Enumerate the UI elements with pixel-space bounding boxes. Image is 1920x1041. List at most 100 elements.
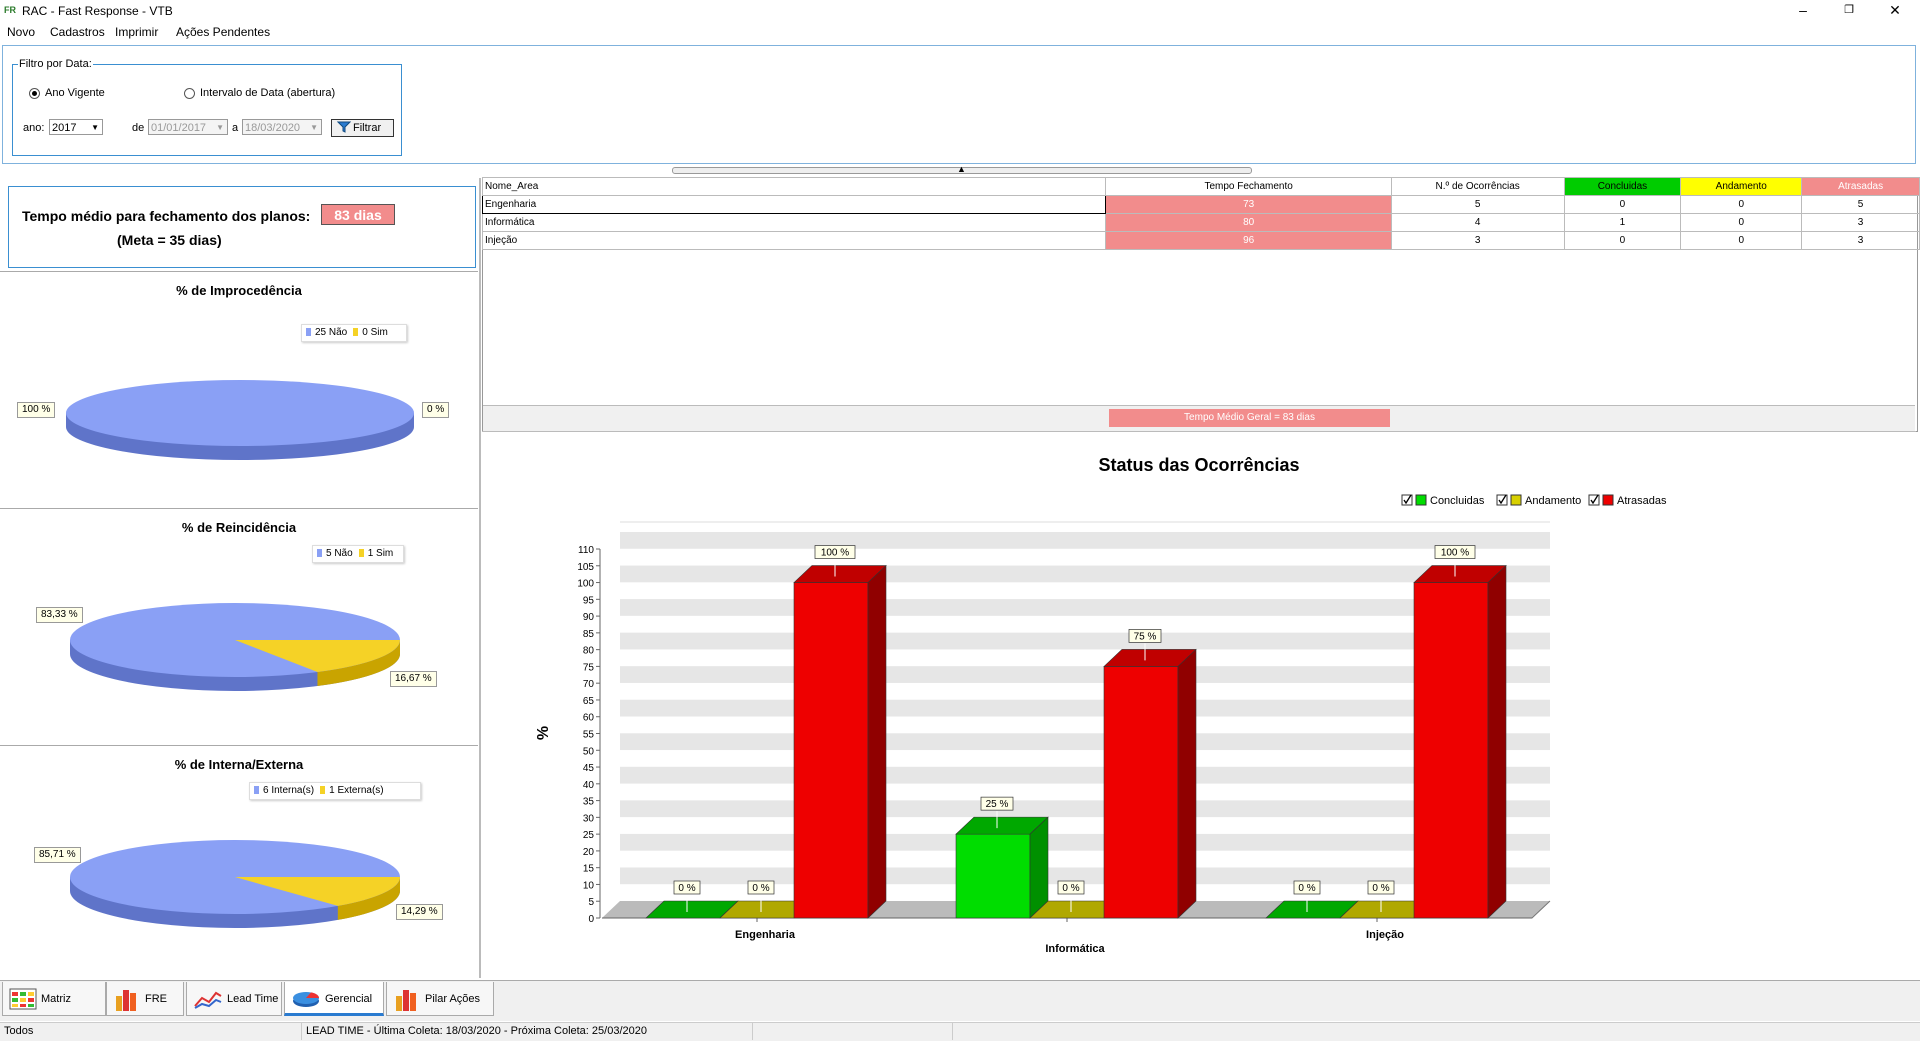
cell-time[interactable]: 80 — [1105, 213, 1392, 232]
tab-gerencial[interactable]: Gerencial — [284, 982, 384, 1016]
table-row[interactable]: Injeção 96 3 0 0 3 — [481, 231, 1920, 250]
cell-done[interactable]: 0 — [1563, 195, 1682, 214]
column-header[interactable]: Andamento — [1680, 177, 1803, 196]
general-average-label: Tempo Médio Geral = 83 dias — [1109, 409, 1390, 427]
bar — [1103, 666, 1179, 919]
y-tick-label: 75 — [583, 662, 595, 673]
area-table[interactable]: Nome_Area Tempo Fechamento N.º de Ocorrê… — [481, 177, 1920, 250]
tab-fre[interactable]: FRE — [106, 982, 184, 1016]
filter-button[interactable]: Filtrar — [331, 119, 394, 137]
y-tick-label: 15 — [583, 864, 595, 875]
column-header[interactable]: N.º de Ocorrências — [1390, 177, 1565, 196]
funnel-icon — [336, 121, 352, 133]
cell-area[interactable]: Engenharia — [481, 195, 1107, 214]
tab-matriz[interactable]: Matriz — [2, 982, 106, 1016]
average-time-label: Tempo médio para fechamento dos planos: — [22, 208, 311, 224]
from-date-value: 01/01/2017 — [151, 122, 207, 134]
data-label-box — [814, 545, 856, 559]
grid-stripe — [620, 766, 1550, 784]
table-row[interactable]: Engenharia 73 5 0 0 5 — [481, 195, 1920, 214]
table-row[interactable]: Informática 80 4 1 0 3 — [481, 213, 1920, 232]
pie-label-nao: 100 % — [17, 402, 56, 418]
bar — [955, 833, 1031, 919]
restore-button[interactable]: ❐ — [1844, 4, 1854, 16]
column-header[interactable]: Nome_Area — [481, 177, 1107, 196]
cell-count[interactable]: 4 — [1390, 213, 1565, 232]
legend-swatch — [317, 549, 322, 557]
data-label-box — [1434, 545, 1476, 559]
cell-done[interactable]: 0 — [1563, 231, 1682, 250]
matrix-icon — [9, 988, 37, 1010]
pie-interna-externa — [70, 840, 400, 928]
window-title: RAC - Fast Response - VTB — [22, 4, 173, 18]
chevron-down-icon: ▼ — [216, 123, 224, 132]
to-date-picker[interactable]: 18/03/2020 ▼ — [242, 119, 322, 135]
from-label: de — [132, 122, 145, 134]
cell-time[interactable]: 73 — [1105, 195, 1392, 214]
cell-area[interactable]: Informática — [481, 213, 1107, 232]
app-logo-icon: FR — [4, 5, 16, 15]
menu-imprimir[interactable]: Imprimir — [115, 25, 159, 39]
pie-label-nao: 83,33 % — [36, 607, 83, 623]
year-select[interactable]: 2017 ▼ — [49, 119, 103, 135]
from-date-picker[interactable]: 01/01/2017 ▼ — [148, 119, 228, 135]
cell-late[interactable]: 3 — [1801, 231, 1920, 250]
close-button[interactable]: ✕ — [1889, 2, 1901, 18]
table-header-row: Nome_Area Tempo Fechamento N.º de Ocorrê… — [481, 177, 1920, 196]
to-date-value: 18/03/2020 — [245, 122, 301, 134]
radio-intervalo[interactable] — [184, 88, 195, 99]
y-tick-label: 85 — [583, 629, 595, 640]
minimize-button[interactable]: – — [1799, 2, 1807, 18]
legend-swatch — [353, 328, 359, 336]
bar-side — [867, 564, 887, 919]
pie-slice-nao — [66, 380, 414, 446]
bar — [793, 582, 869, 919]
y-tick-label: 95 — [583, 595, 595, 606]
y-tick-label: 0 — [588, 914, 594, 925]
menu-cadastros[interactable]: Cadastros — [50, 25, 105, 39]
column-header[interactable]: Tempo Fechamento — [1105, 177, 1392, 196]
radio-ano-vigente[interactable] — [29, 88, 40, 99]
check-icon — [1498, 494, 1507, 505]
data-label: 0 % — [1062, 883, 1079, 894]
status-lead-time: LEAD TIME - Última Coleta: 18/03/2020 - … — [301, 1022, 752, 1040]
grid-stripe — [620, 666, 1550, 683]
legend-swatch — [254, 786, 259, 794]
cell-late[interactable]: 5 — [1801, 195, 1920, 214]
tab-lead-time[interactable]: Lead Time — [186, 982, 282, 1016]
cell-progress[interactable]: 0 — [1680, 213, 1803, 232]
pie-panel-interna-externa — [0, 745, 478, 980]
average-time-value: 83 dias — [321, 204, 395, 225]
cell-count[interactable]: 5 — [1390, 195, 1565, 214]
cell-count[interactable]: 3 — [1390, 231, 1565, 250]
grid-stripe — [620, 632, 1550, 650]
menu-novo[interactable]: Novo — [7, 25, 36, 39]
tab-label: Lead Time — [227, 993, 279, 1005]
y-tick-label: 45 — [583, 763, 595, 774]
radio-ano-vigente-label: Ano Vigente — [45, 87, 105, 99]
year-value: 2017 — [52, 122, 77, 134]
data-label-box — [980, 796, 1014, 811]
cell-done[interactable]: 1 — [1563, 213, 1682, 232]
cell-time[interactable]: 96 — [1105, 231, 1392, 250]
menu-acoes-pendentes[interactable]: Ações Pendentes — [176, 25, 271, 39]
column-header[interactable]: Concluidas — [1563, 177, 1682, 196]
status-empty-1 — [752, 1022, 952, 1040]
cell-progress[interactable]: 0 — [1680, 195, 1803, 214]
y-tick-label: 30 — [583, 813, 595, 824]
goal-label: (Meta = 35 dias) — [117, 232, 222, 248]
tab-label: FRE — [145, 993, 167, 1005]
cell-progress[interactable]: 0 — [1680, 231, 1803, 250]
cell-area[interactable]: Injeção — [481, 231, 1107, 250]
chevron-up-icon[interactable]: ▲ — [957, 164, 966, 174]
column-header[interactable]: Atrasadas — [1801, 177, 1920, 196]
cell-late[interactable]: 3 — [1801, 213, 1920, 232]
panel-splitter[interactable] — [672, 167, 1252, 174]
pie-chart-icon — [293, 992, 320, 1008]
y-tick-label: 25 — [583, 830, 595, 841]
tab-pilar-acoes[interactable]: Pilar Ações — [386, 982, 494, 1016]
menu-bar — [0, 22, 1920, 42]
data-label: 0 % — [752, 883, 769, 894]
pie-improcedencia — [66, 380, 414, 460]
y-tick-label: 40 — [583, 780, 595, 791]
